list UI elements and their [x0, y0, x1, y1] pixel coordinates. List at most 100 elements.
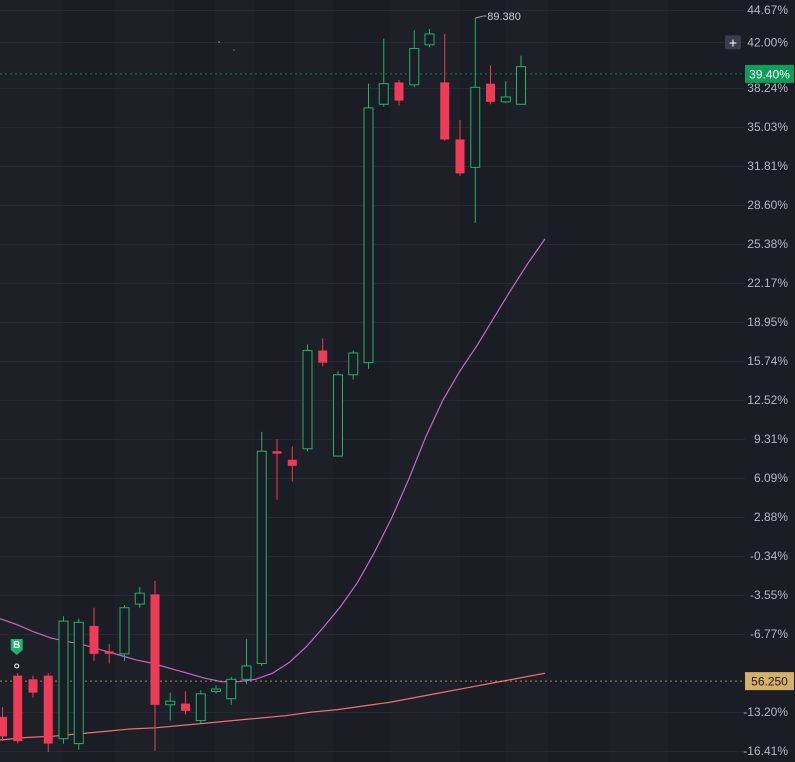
candle-body: [150, 594, 160, 705]
candle: [348, 350, 359, 380]
plus-icon: +: [729, 34, 737, 50]
candle: [28, 675, 38, 698]
candle-body: [302, 350, 313, 450]
candle-body: [363, 107, 374, 364]
candles: [0, 18, 526, 753]
y-tick-label: -6.77%: [750, 627, 788, 641]
candle-body: [409, 47, 420, 86]
candle: [0, 707, 7, 742]
y-tick-label: 42.00%: [747, 35, 788, 49]
background-band: [62, 0, 115, 762]
candle: [119, 605, 130, 662]
candle-body: [226, 678, 237, 700]
candle: [424, 29, 435, 48]
candle: [13, 673, 23, 744]
candle-body: [500, 96, 511, 103]
background-band: [505, 0, 548, 762]
high-pointer-line: [475, 15, 484, 19]
candle: [58, 616, 69, 744]
candle-body: [58, 620, 69, 740]
candle-body: [440, 82, 450, 140]
background-band: [390, 0, 460, 762]
y-tick-label: 15.74%: [747, 354, 788, 368]
candle-body: [287, 459, 297, 466]
candle-body: [134, 592, 145, 605]
candle-body: [241, 665, 252, 680]
candle: [134, 587, 145, 608]
candle-body: [195, 693, 206, 722]
candle: [318, 338, 328, 367]
candle: [378, 38, 389, 107]
moving-average-line-long: [0, 672, 546, 741]
y-tick-label: -3.55%: [750, 588, 788, 602]
candle: [226, 676, 237, 705]
y-tick-label: 12.52%: [747, 393, 788, 407]
candle: [43, 673, 53, 753]
candle-body: [13, 675, 23, 742]
candle-body: [73, 621, 84, 745]
candle-body: [455, 139, 465, 174]
speck: [233, 49, 235, 51]
candle: [302, 344, 313, 452]
background-band: [0, 0, 62, 762]
y-tick-label: -16.41%: [743, 744, 788, 758]
buy-marker-badge: [10, 639, 23, 655]
candle: [500, 81, 511, 104]
speck: [218, 41, 220, 43]
candle: [287, 446, 297, 482]
y-tick-label: 22.17%: [747, 276, 788, 290]
candle: [455, 120, 465, 176]
candle-body: [424, 33, 435, 46]
reference-value-label: 56.250: [751, 675, 788, 689]
y-tick-label: 9.31%: [754, 432, 788, 446]
background-band: [610, 0, 668, 762]
annotations: 89.380 B: [10, 11, 521, 669]
candle-body: [348, 352, 359, 376]
candle-body: [181, 703, 190, 711]
background-band: [295, 0, 333, 762]
candle-body: [272, 451, 282, 454]
high-annotation: 89.380: [487, 11, 521, 23]
candle: [256, 431, 267, 666]
candle-body: [394, 82, 404, 101]
candle-body: [333, 374, 343, 457]
y-tick-label: 28.60%: [747, 198, 788, 212]
y-tick-label: 35.03%: [747, 120, 788, 134]
candle: [165, 692, 176, 721]
candle-body: [486, 83, 495, 102]
candle-body: [43, 675, 53, 744]
candle: [150, 581, 160, 751]
candle-body: [28, 679, 38, 693]
candle-body: [104, 651, 114, 654]
background-band: [460, 0, 505, 762]
plus-button: [725, 35, 741, 50]
candle: [363, 83, 374, 369]
current-value-badge: [745, 64, 794, 83]
candle: [486, 65, 495, 105]
candle: [181, 691, 190, 715]
candle-body: [0, 716, 7, 737]
buy-marker-dot: [14, 663, 20, 669]
candle-body: [211, 688, 221, 692]
candle-body: [256, 450, 267, 665]
candle: [470, 18, 481, 224]
y-tick-label: 2.88%: [754, 510, 788, 524]
candle: [440, 33, 450, 141]
y-tick-label: 31.81%: [747, 159, 788, 173]
y-tick-label: 6.09%: [754, 471, 788, 485]
buy-marker-label: B: [13, 640, 20, 651]
candle: [104, 644, 114, 664]
y-tick-label: 44.67%: [747, 3, 788, 17]
background-band: [175, 0, 215, 762]
candle: [73, 618, 84, 750]
reference-value-badge: [745, 672, 794, 691]
candle: [394, 79, 404, 106]
y-axis: 44.67% 42.00% 38.24% 35.03% 31.81% 28.60% 25.3…: [725, 3, 794, 758]
candle: [409, 30, 420, 88]
candle-body: [119, 607, 130, 655]
y-tick-label: -0.34%: [750, 549, 788, 563]
candle: [195, 690, 206, 723]
candle-body: [165, 700, 176, 706]
